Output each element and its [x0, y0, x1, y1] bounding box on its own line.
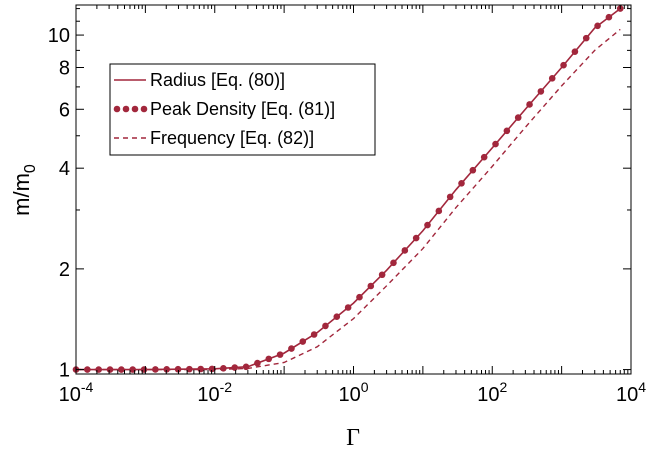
legend-entry: Radius [Eq. (80)]: [114, 70, 285, 90]
x-tick-base: 10: [59, 384, 81, 406]
peak-density-point: [412, 234, 420, 242]
y-tick-label: 1: [59, 360, 70, 382]
peak-density-point: [254, 359, 261, 367]
x-tick-exponent: -2: [220, 379, 233, 395]
peak-density-point: [492, 140, 499, 148]
peak-density-point: [378, 271, 386, 279]
legend-dot: [113, 105, 121, 113]
x-tick-base: 10: [477, 384, 499, 406]
x-tick-exponent: 0: [361, 379, 369, 395]
x-tick-exponent: -4: [81, 379, 94, 395]
x-tick-label: 100: [338, 379, 368, 406]
peak-density-point: [322, 322, 329, 330]
peak-density-point: [265, 355, 273, 363]
peak-density-point: [435, 207, 443, 215]
peak-density-point: [548, 75, 556, 82]
legend-entries: Radius [Eq. (80)] Peak Density [Eq. (81)]…: [113, 70, 335, 148]
peak-density-point: [424, 221, 431, 229]
peak-density-point: [299, 338, 307, 345]
peak-density-point: [367, 282, 375, 290]
x-tick-label: 104: [616, 379, 646, 406]
x-tick-label: 10-2: [197, 379, 232, 406]
y-tick-label: 2: [59, 259, 70, 281]
x-tick-label: 10-4: [59, 379, 94, 406]
peak-density-point: [594, 22, 601, 30]
legend-label: Frequency [Eq. (82)]: [150, 128, 314, 148]
peak-density-point: [480, 153, 488, 161]
y-tick-label: 4: [59, 158, 70, 180]
peak-density-point: [390, 259, 397, 267]
peak-density-point: [220, 364, 227, 372]
peak-density-point: [288, 345, 295, 352]
series-layer: [72, 5, 624, 373]
peak-density-point: [560, 61, 567, 69]
legend-label: Peak Density [Eq. (81)]: [150, 99, 335, 119]
legend-label: Radius [Eq. (80)]: [150, 70, 285, 90]
peak-density-point: [310, 331, 318, 338]
legend-box: [109, 63, 376, 156]
y-tick-label: 6: [59, 99, 70, 121]
peak-density-point: [401, 247, 409, 254]
peak-density-point: [242, 363, 250, 371]
peak-density-point: [152, 366, 159, 373]
series-points-peak-density: [72, 5, 624, 373]
peak-density-point: [514, 114, 522, 121]
peak-density-point: [276, 351, 284, 358]
x-tick-base: 10: [616, 384, 638, 406]
peak-density-point: [605, 13, 613, 21]
peak-density-point: [356, 293, 363, 301]
legend: Radius [Eq. (80)] Peak Density [Eq. (81)]…: [109, 63, 376, 156]
x-tick-exponent: 2: [499, 379, 507, 395]
peak-density-point: [344, 304, 352, 311]
x-tick-exponent: 4: [638, 379, 646, 395]
x-tick-base: 10: [197, 384, 219, 406]
y-tick-label: 8: [59, 57, 70, 79]
series-line-radius: [76, 7, 621, 371]
x-tick-label: 102: [477, 379, 507, 406]
legend-entry: Peak Density [Eq. (81)]: [113, 99, 335, 119]
peak-density-point: [582, 34, 590, 42]
peak-density-point: [106, 366, 114, 373]
peak-density-point: [571, 48, 579, 55]
y-axis-label: m/m0: [9, 164, 39, 216]
y-tick-label: 10: [48, 25, 70, 47]
legend-dot: [140, 105, 148, 113]
peak-density-point: [186, 365, 193, 373]
legend-dot: [131, 105, 139, 113]
y-axis-label-subscript: 0: [22, 164, 39, 173]
x-tick-base: 10: [338, 384, 360, 406]
peak-density-point: [526, 101, 533, 108]
x-axis-label: Γ: [346, 425, 360, 451]
legend-entry: Frequency [Eq. (82)]: [114, 128, 314, 148]
peak-density-point: [231, 364, 239, 371]
peak-density-point: [458, 179, 465, 187]
legend-dot: [122, 105, 130, 113]
y-axis-label-main: m/m: [9, 173, 34, 216]
peak-density-point: [446, 193, 454, 201]
peak-density-point: [333, 313, 341, 321]
ticks-layer: [75, 5, 632, 374]
peak-density-point: [469, 166, 477, 174]
series-line-frequency: [76, 28, 621, 371]
peak-density-point: [503, 127, 511, 135]
peak-density-point: [537, 88, 545, 95]
